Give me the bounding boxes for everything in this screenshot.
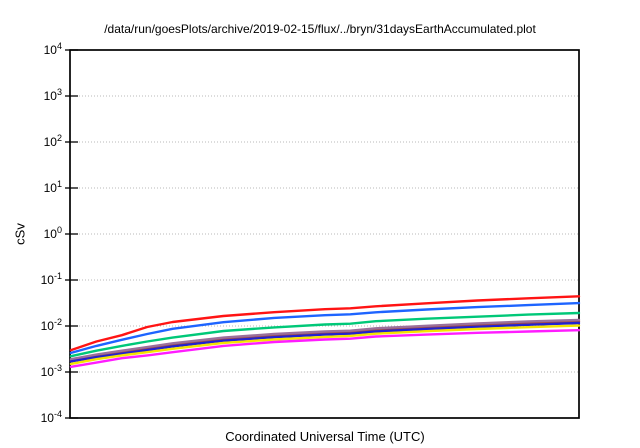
x-axis-label: Coordinated Universal Time (UTC): [225, 429, 425, 444]
plot-border: [69, 49, 580, 419]
y-tick-label: 10-3: [40, 363, 62, 380]
series-line-royal-blue: [69, 321, 581, 363]
series-line-magenta: [69, 329, 581, 368]
y-tick-label: 101: [43, 179, 62, 196]
y-tick-label: 10-2: [40, 317, 62, 334]
series-line-yellow: [69, 324, 581, 366]
series-line-gray-purple: [69, 318, 581, 361]
chart-title: /data/run/goesPlots/archive/2019-02-15/f…: [104, 22, 536, 36]
series-line-dodger-blue: [69, 301, 581, 355]
y-tick-label: 10-4: [40, 409, 62, 426]
y-tick-label: 103: [43, 87, 62, 104]
series-line-darkred: [69, 320, 581, 362]
y-tick-label: 10-1: [40, 271, 62, 288]
y-tick-label: 104: [43, 41, 62, 58]
series-line-spring-green: [69, 311, 581, 358]
series-line-red: [69, 295, 581, 352]
y-tick-label: 100: [43, 225, 62, 242]
y-tick-label: 102: [43, 133, 62, 150]
